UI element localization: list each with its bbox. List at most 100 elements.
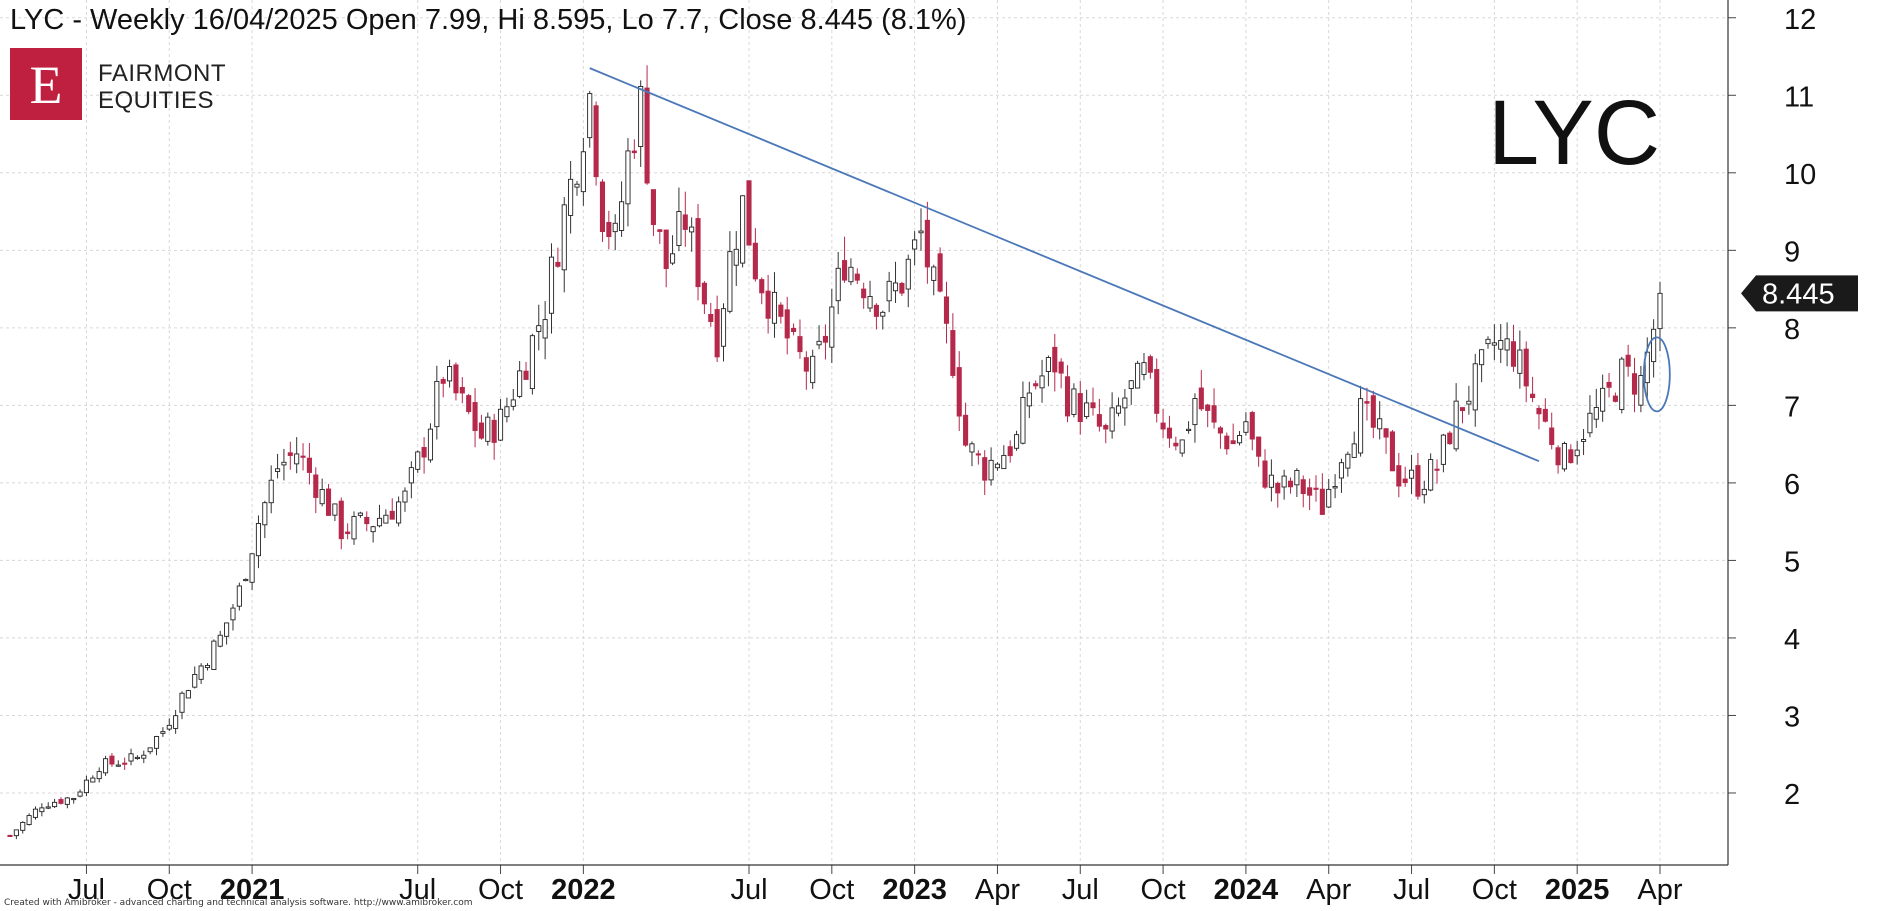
x-tick-label: Oct: [478, 874, 523, 906]
candle-body: [262, 502, 268, 526]
candle-body: [109, 755, 115, 765]
candle-body: [924, 219, 930, 268]
candle-body: [746, 180, 752, 246]
x-tick-label: 2023: [882, 874, 947, 906]
y-tick-label: 4: [1784, 624, 1800, 656]
candle-body: [638, 86, 644, 147]
candle-body: [1243, 421, 1249, 433]
candle-body: [1186, 428, 1192, 432]
candle-body: [185, 690, 191, 699]
candle-body: [1479, 349, 1485, 366]
candle-body: [294, 453, 300, 465]
candle-body: [1064, 376, 1071, 417]
candle-body: [727, 251, 733, 312]
candle-body: [421, 447, 427, 458]
last-price-label: 8.445: [1762, 278, 1835, 310]
candle-body: [1440, 434, 1446, 465]
candle-body: [797, 336, 803, 353]
candle-body: [472, 402, 478, 431]
candle-body: [1249, 412, 1255, 440]
candle-body: [32, 808, 39, 818]
candle-body: [529, 335, 535, 390]
candle-body: [1007, 446, 1013, 457]
candle-body: [619, 201, 625, 231]
candle-body: [510, 399, 516, 407]
trendline-layer: [589, 67, 1671, 463]
candle-body: [574, 183, 580, 188]
candle-body: [1307, 487, 1313, 496]
candle-body: [982, 457, 988, 481]
y-tick-label: 3: [1784, 701, 1800, 733]
amibroker-credit: Created with Amibroker - advanced charti…: [4, 898, 473, 908]
candle-body: [402, 490, 408, 503]
candle-body: [956, 367, 962, 417]
candle-body: [822, 335, 828, 343]
candle-body: [300, 455, 306, 458]
candle-body: [1300, 479, 1306, 495]
fairmont-logo-mark: E: [10, 48, 82, 120]
candle-body: [243, 578, 249, 582]
candle-body: [880, 311, 886, 317]
x-tick-label: Jul: [68, 874, 105, 906]
candle-body: [1326, 488, 1332, 508]
candle-body: [179, 692, 185, 713]
candle-body: [115, 764, 121, 767]
candle-body: [1491, 342, 1497, 346]
candle-body: [345, 531, 351, 535]
y-tick-label: 2: [1784, 779, 1800, 811]
candle-body: [415, 451, 421, 470]
candle-body: [1459, 407, 1466, 412]
candle-body: [714, 309, 720, 358]
candle-body: [1141, 362, 1147, 375]
candle-body: [1084, 402, 1090, 418]
candle-body: [204, 664, 211, 669]
candle-body: [1096, 414, 1102, 427]
candle-body: [937, 253, 943, 292]
candle-body: [994, 463, 1001, 469]
candle-body: [1045, 357, 1051, 372]
y-tick-label: 7: [1784, 391, 1800, 423]
candle-body: [1631, 373, 1638, 395]
candle-body: [1377, 418, 1383, 430]
candle-body: [128, 753, 134, 762]
y-tick-label: 9: [1784, 236, 1800, 268]
candle-body: [1568, 449, 1574, 464]
candle-body: [1268, 474, 1274, 488]
candle-body: [281, 461, 287, 466]
candle-body: [1625, 354, 1631, 367]
candle-body: [491, 419, 497, 443]
x-tick-label: Apr: [1306, 874, 1351, 906]
candle-body: [943, 296, 950, 324]
candle-body: [1122, 397, 1128, 409]
candle-body: [1115, 405, 1122, 414]
candle-body: [542, 319, 548, 339]
candle-body: [963, 414, 969, 446]
candle-body: [580, 151, 586, 193]
x-tick-label: Oct: [147, 874, 192, 906]
candle-body: [650, 189, 656, 225]
candle-body: [1574, 449, 1580, 457]
candle-body: [77, 791, 83, 797]
chart-title: LYC - Weekly 16/04/2025 Open 7.99, Hi 8.…: [10, 4, 967, 36]
candle-body: [1472, 363, 1478, 411]
candle-body: [1026, 392, 1032, 407]
candle-body: [1217, 427, 1223, 434]
candle-body: [1236, 435, 1243, 444]
candle-body: [1581, 439, 1587, 442]
candle-body: [1421, 488, 1427, 496]
candle-body: [389, 510, 395, 520]
last-price-tag-shape: [1741, 275, 1858, 312]
candle-body: [1198, 387, 1204, 410]
candle-body: [1351, 443, 1357, 458]
candle-body: [1103, 425, 1109, 430]
candle-body: [1281, 475, 1287, 488]
candle-body: [969, 443, 975, 453]
x-tick-label: Jul: [1393, 874, 1430, 906]
candle-body: [1332, 486, 1338, 489]
candle-body: [784, 309, 790, 339]
candle-body: [523, 370, 529, 380]
candle-body: [103, 758, 109, 774]
x-tick-label: Jul: [730, 874, 767, 906]
candle-body: [134, 756, 140, 760]
